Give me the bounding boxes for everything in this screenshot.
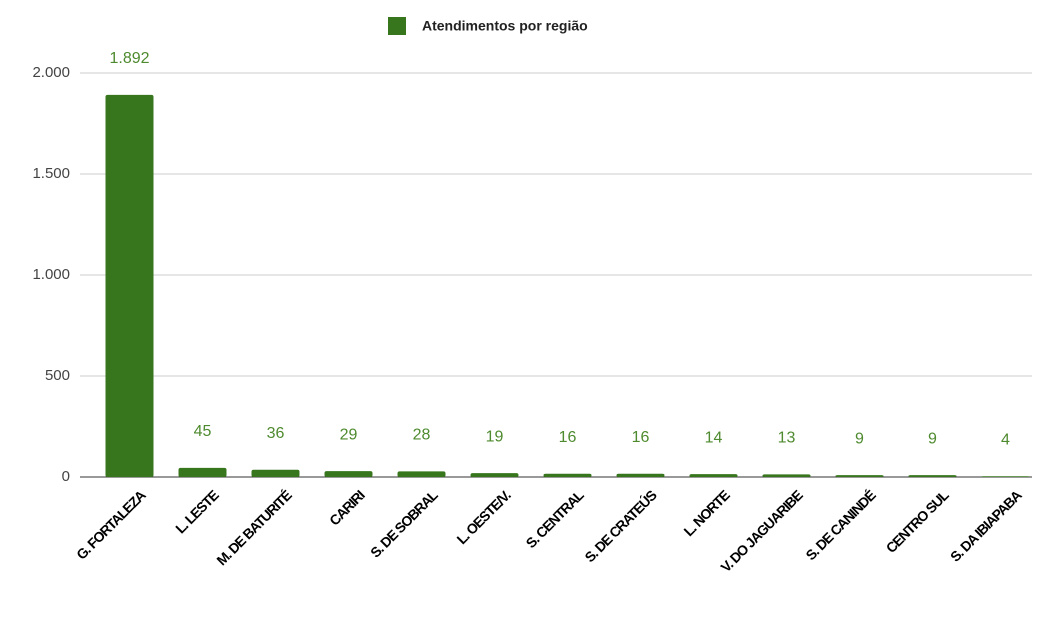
bar bbox=[543, 473, 592, 477]
bar bbox=[178, 467, 227, 477]
value-label: 14 bbox=[705, 429, 723, 446]
x-tick-label: CARIRI bbox=[326, 487, 367, 528]
bar bbox=[251, 469, 300, 477]
x-tick-label: S. DE CRATEÚS bbox=[581, 486, 660, 565]
bar bbox=[324, 471, 373, 477]
value-label: 29 bbox=[340, 426, 358, 443]
legend-label: Atendimentos por região bbox=[422, 18, 588, 34]
bar bbox=[470, 473, 519, 477]
bar bbox=[397, 471, 446, 477]
value-label: 19 bbox=[486, 428, 504, 445]
value-label: 9 bbox=[928, 430, 937, 447]
x-tick-label: G. FORTALEZA bbox=[73, 487, 149, 563]
x-tick-label: L. OESTE/V. bbox=[453, 487, 513, 547]
bar bbox=[981, 476, 1030, 477]
x-tick-label: CENTRO SUL bbox=[883, 486, 953, 556]
value-label: 4 bbox=[1001, 431, 1010, 448]
value-label: 1.892 bbox=[109, 50, 149, 67]
y-tick-label: 2.000 bbox=[32, 64, 70, 81]
x-tick-label: S. CENTRAL bbox=[523, 486, 588, 551]
bar bbox=[835, 475, 884, 477]
value-label: 16 bbox=[559, 429, 577, 446]
x-tick-label: L. NORTE bbox=[680, 487, 732, 539]
value-label: 16 bbox=[632, 429, 650, 446]
x-tick-label: L. LESTE bbox=[172, 487, 222, 537]
bar bbox=[105, 94, 154, 477]
legend-swatch bbox=[388, 17, 406, 35]
y-tick-label: 1.500 bbox=[32, 165, 70, 182]
x-tick-label: M. DE BATURITÉ bbox=[213, 487, 294, 568]
y-tick-label: 500 bbox=[45, 367, 70, 384]
value-label: 28 bbox=[413, 427, 431, 444]
value-label: 9 bbox=[855, 430, 864, 447]
bar bbox=[762, 474, 811, 477]
value-label: 45 bbox=[194, 423, 212, 440]
value-label: 36 bbox=[267, 425, 285, 442]
bar bbox=[908, 475, 957, 477]
x-tick-label: S. DE SOBRAL bbox=[367, 486, 441, 560]
x-tick-label: S. DE CANINDÉ bbox=[802, 487, 878, 563]
y-tick-label: 0 bbox=[62, 468, 70, 485]
x-tick-label: S. DA IBIAPABA bbox=[947, 487, 1025, 565]
value-label: 13 bbox=[778, 430, 796, 447]
bar bbox=[689, 474, 738, 477]
y-tick-label: 1.000 bbox=[32, 266, 70, 283]
bar bbox=[616, 473, 665, 477]
